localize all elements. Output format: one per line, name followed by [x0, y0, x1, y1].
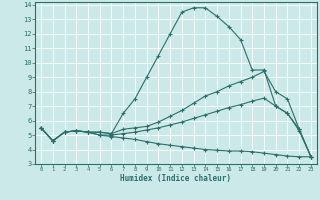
X-axis label: Humidex (Indice chaleur): Humidex (Indice chaleur): [121, 174, 231, 183]
